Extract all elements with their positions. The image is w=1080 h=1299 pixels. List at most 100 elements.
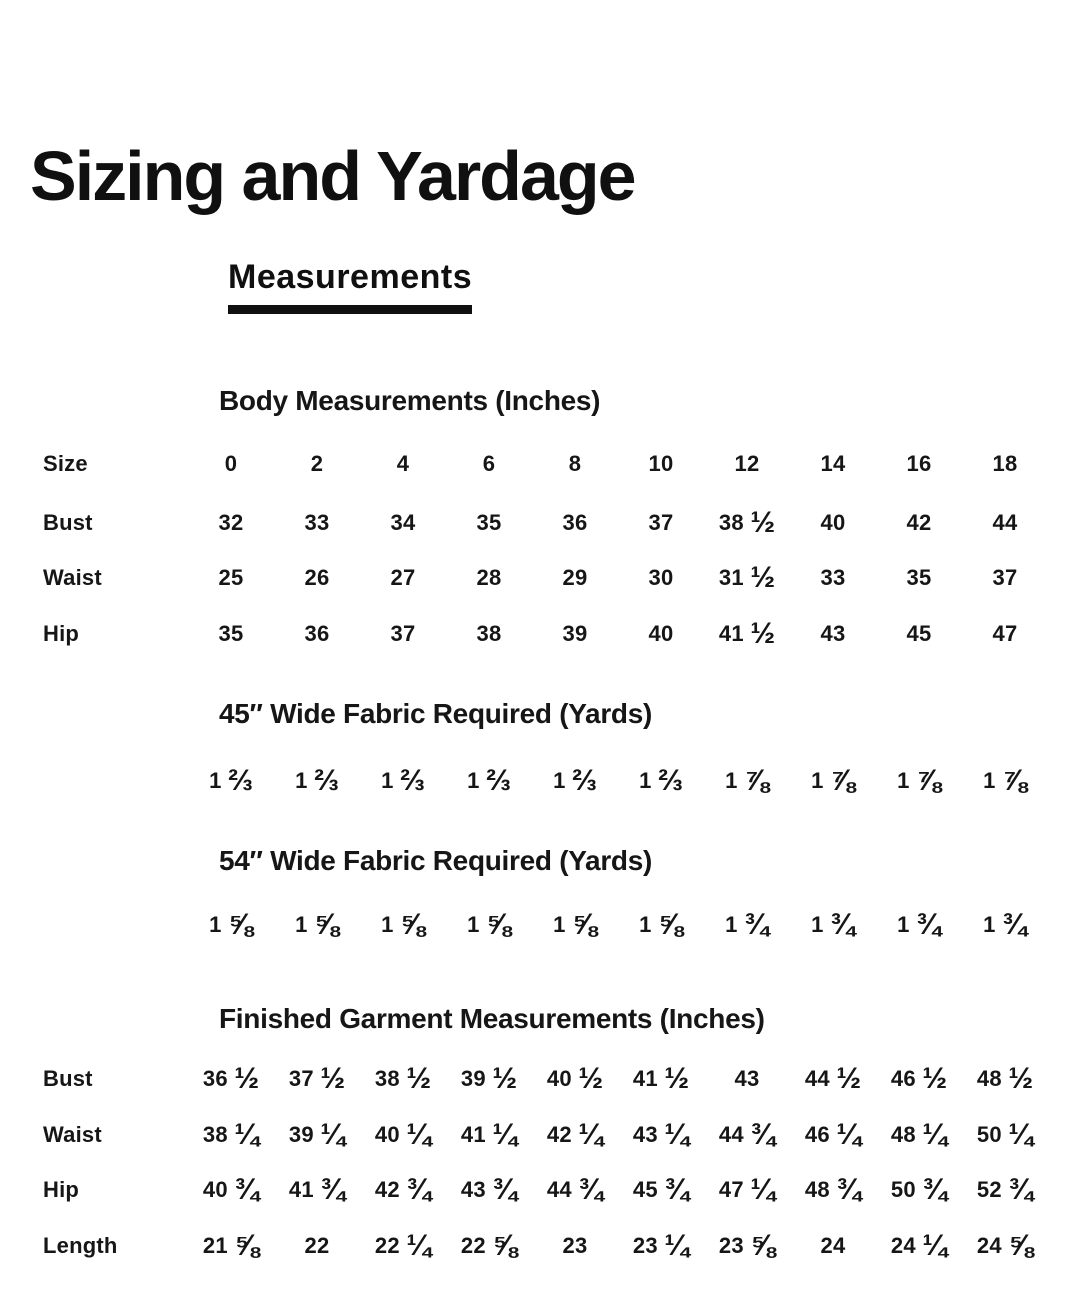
measurement-cell: 27 [390,565,416,591]
measurement-cell: 42 ¼ [546,1118,604,1151]
measurement-cell: 1 ¾ [811,908,855,941]
measurement-cell: 41 ½ [632,1062,690,1095]
table-row-finished-waist: Waist 38 ¼ 39 ¼ 40 ¼ 41 ¼ 42 ¼ 43 ¼ 44 ¾… [0,1118,1050,1151]
row-label: Size [43,451,88,476]
measurement-cell: 31 ½ [718,561,776,594]
row-label: Hip [43,621,80,647]
measurement-cell: 6 [482,451,496,476]
measurement-cell: 41 ¾ [288,1173,346,1206]
measurement-cell: 21 ⅝ [202,1229,260,1262]
measurement-cell: 22 [304,1233,330,1259]
table-row-finished-bust: Bust 36 ½ 37 ½ 38 ½ 39 ½ 40 ½ 41 ½ 43 44… [0,1062,1050,1095]
measurement-cell: 25 [218,565,244,591]
table-row-fabric-45: 1 ⅔ 1 ⅔ 1 ⅔ 1 ⅔ 1 ⅔ 1 ⅔ 1 ⅞ 1 ⅞ 1 ⅞ 1 ⅞ [0,764,1050,797]
measurement-cell: 39 ¼ [288,1118,346,1151]
fabric-45-heading: 45″ Wide Fabric Required (Yards) [219,698,653,729]
measurement-cell: 46 ¼ [804,1118,862,1151]
measurement-cell: 1 ⅞ [897,764,941,797]
measurements-heading: Measurements [228,260,473,314]
measurement-cell: 35 [476,510,502,536]
table-row-hip: Hip 35 36 37 38 39 40 41 ½ 43 45 47 [0,617,1050,650]
measurement-cell: 52 ¾ [976,1173,1034,1206]
measurement-cell: 8 [568,451,582,476]
measurement-cell: 38 ¼ [202,1118,260,1151]
measurement-cell: 43 [820,621,846,647]
measurement-cell: 4 [396,451,410,476]
measurement-cell: 12 [734,451,760,476]
measurement-cell: 36 [304,621,330,647]
measurement-cell: 40 ½ [546,1062,604,1095]
measurement-cell: 18 [992,451,1018,476]
measurement-cell: 22 ¼ [374,1229,432,1262]
measurement-cell: 48 ½ [976,1062,1034,1095]
measurement-cell: 48 ¾ [804,1173,862,1206]
row-label: Bust [43,1066,93,1092]
row-label: Waist [43,1122,102,1148]
table-row-size: Size 0 2 4 6 8 10 12 14 16 18 [0,450,1050,478]
table-row-finished-length: Length 21 ⅝ 22 22 ¼ 22 ⅝ 23 23 ¼ 23 ⅝ 24… [0,1229,1050,1262]
measurement-cell: 40 [648,621,674,647]
table-row-bust: Bust 32 33 34 35 36 37 38 ½ 40 42 44 [0,506,1050,539]
measurement-cell: 39 [562,621,588,647]
measurement-cell: 42 [906,510,932,536]
fabric-54-heading: 54″ Wide Fabric Required (Yards) [219,845,653,876]
measurement-cell: 10 [648,451,674,476]
measurement-cell: 1 ⅝ [467,908,511,941]
measurement-cell: 41 ½ [718,617,776,650]
measurement-cell: 24 ⅝ [976,1229,1034,1262]
measurement-cell: 1 ⅔ [295,764,339,797]
measurement-cell: 37 [648,510,674,536]
measurement-cell: 47 ¼ [718,1173,776,1206]
finished-garment-heading: Finished Garment Measurements (Inches) [219,1003,765,1034]
measurement-cell: 1 ⅞ [983,764,1027,797]
row-label: Waist [43,565,102,591]
measurement-cell: 36 [562,510,588,536]
table-row-fabric-54: 1 ⅝ 1 ⅝ 1 ⅝ 1 ⅝ 1 ⅝ 1 ⅝ 1 ¾ 1 ¾ 1 ¾ 1 ¾ [0,908,1050,941]
measurement-cell: 32 [218,510,244,536]
measurement-cell: 44 ¾ [718,1118,776,1151]
measurement-cell: 2 [310,451,324,476]
row-label: Hip [43,1177,80,1203]
measurement-cell: 35 [906,565,932,591]
measurement-cell: 39 ½ [460,1062,518,1095]
measurement-cell: 37 [390,621,416,647]
measurement-cell: 37 [992,565,1018,591]
measurement-cell: 36 ½ [202,1062,260,1095]
measurement-cell: 33 [820,565,846,591]
measurement-cell: 14 [820,451,846,476]
measurement-cell: 45 [906,621,932,647]
measurement-cell: 1 ⅞ [725,764,769,797]
measurement-cell: 40 ¼ [374,1118,432,1151]
measurement-cell: 1 ¾ [983,908,1027,941]
table-row-finished-hip: Hip 40 ¾ 41 ¾ 42 ¾ 43 ¾ 44 ¾ 45 ¾ 47 ¼ 4… [0,1173,1050,1206]
measurement-cell: 23 ¼ [632,1229,690,1262]
measurement-cell: 1 ⅝ [295,908,339,941]
measurement-cell: 1 ⅝ [209,908,253,941]
measurement-cell: 44 [992,510,1018,536]
measurement-cell: 33 [304,510,330,536]
measurement-cell: 26 [304,565,330,591]
measurement-cell: 34 [390,510,416,536]
measurement-cell: 30 [648,565,674,591]
measurement-cell: 24 ¼ [890,1229,948,1262]
measurement-cell: 35 [218,621,244,647]
measurement-cell: 40 ¾ [202,1173,260,1206]
measurement-cell: 45 ¾ [632,1173,690,1206]
body-measurements-heading: Body Measurements (Inches) [219,385,601,416]
measurement-cell: 38 [476,621,502,647]
measurement-cell: 43 [734,1066,760,1092]
measurement-cell: 23 [562,1233,588,1259]
measurement-cell: 42 ¾ [374,1173,432,1206]
measurement-cell: 50 ¼ [976,1118,1034,1151]
measurement-cell: 48 ¼ [890,1118,948,1151]
measurement-cell: 38 ½ [718,506,776,539]
measurement-cell: 28 [476,565,502,591]
measurement-cell: 1 ⅔ [467,764,511,797]
measurement-cell: 44 ¾ [546,1173,604,1206]
row-label: Bust [43,510,93,536]
page-title: Sizing and Yardage [30,137,637,215]
measurement-cell: 24 [820,1233,846,1259]
table-row-waist: Waist 25 26 27 28 29 30 31 ½ 33 35 37 [0,561,1050,594]
measurement-cell: 1 ⅔ [209,764,253,797]
